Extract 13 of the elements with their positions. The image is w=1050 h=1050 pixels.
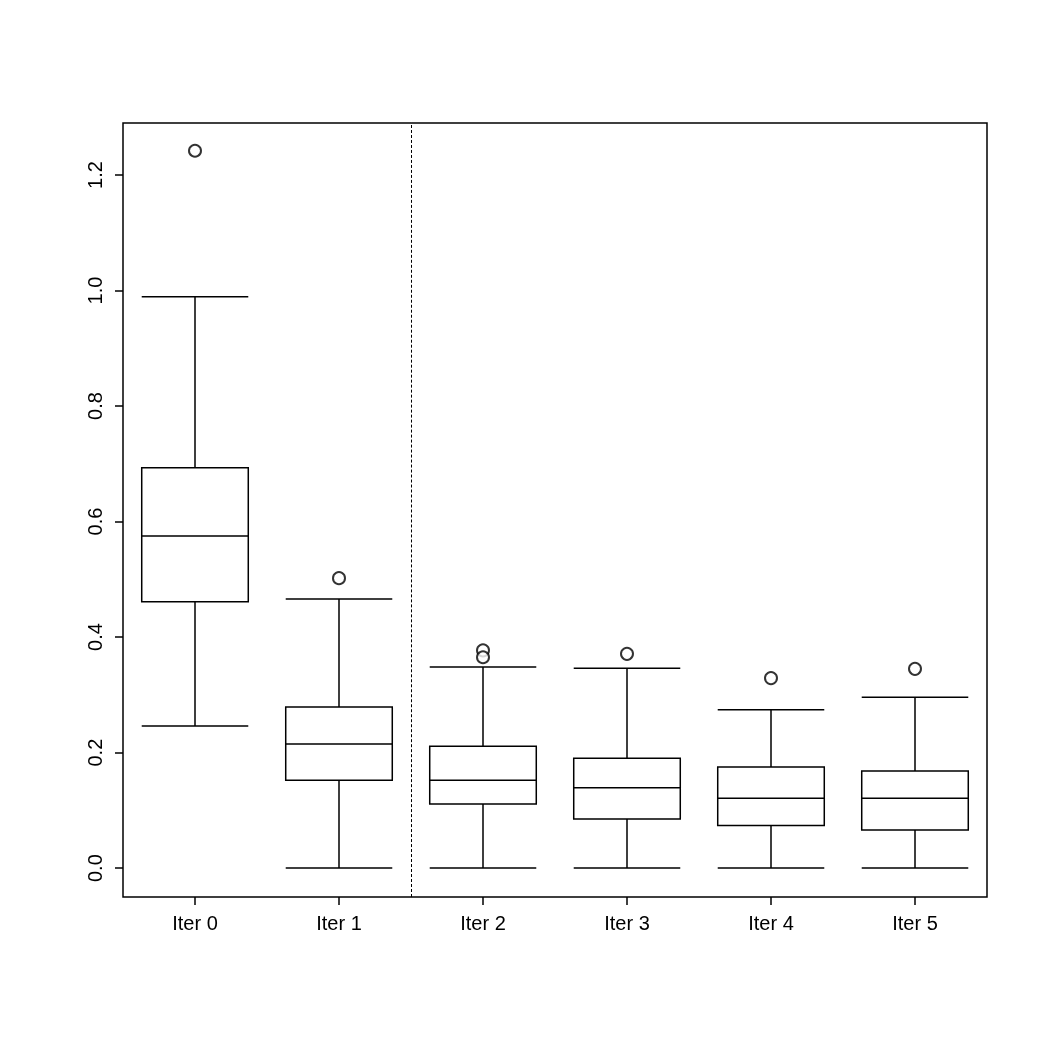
y-tick-label: 0.8 (84, 392, 106, 420)
x-tick-label: Iter 5 (892, 912, 938, 934)
y-tick-label: 0.4 (84, 623, 106, 651)
y-tick-label: 0.6 (84, 507, 106, 536)
x-tick-label: Iter 4 (748, 912, 794, 934)
x-tick-label: Iter 3 (604, 912, 650, 934)
x-tick-label: Iter 1 (316, 912, 362, 934)
y-tick-label: 0.0 (84, 854, 106, 883)
y-tick-label: 0.2 (84, 738, 106, 767)
y-tick-label: 1.0 (84, 276, 106, 305)
x-tick-label: Iter 0 (172, 912, 218, 934)
x-tick-label: Iter 2 (460, 912, 506, 934)
y-tick-label: 1.2 (84, 161, 106, 189)
